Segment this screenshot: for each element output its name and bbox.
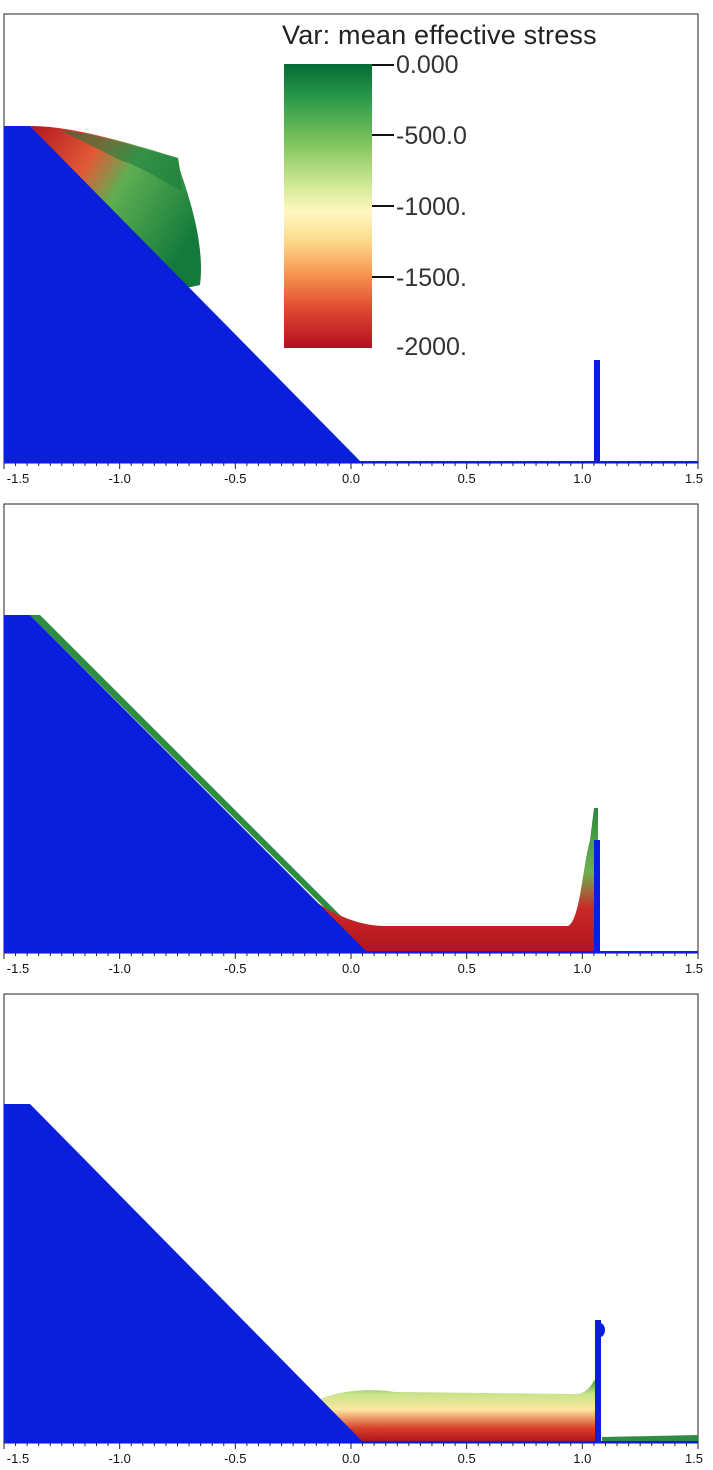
slope-body bbox=[4, 126, 698, 463]
x-tick-label: -1.5 bbox=[7, 961, 29, 976]
x-tick-label: 0.5 bbox=[458, 961, 476, 976]
colorbar-title: Var: mean effective stress bbox=[282, 20, 597, 50]
x-tick-label: -0.5 bbox=[224, 471, 246, 486]
panel-stage-1: -1.5 -1.0 -0.5 0.0 0.5 1.0 1.5 Var: mean effec… bbox=[0, 0, 713, 490]
x-tick-label: 0.5 bbox=[458, 1451, 476, 1466]
x-tick-label: 1.0 bbox=[573, 961, 591, 976]
x-tick-label: -1.5 bbox=[7, 1451, 29, 1466]
plot-area-2: -1.5 -1.0 -0.5 0.0 0.5 1.0 1.5 bbox=[3, 503, 703, 976]
x-tick-label: 1.0 bbox=[573, 471, 591, 486]
colorbar-label-0: 0.000 bbox=[396, 51, 459, 79]
x-tick-label: 0.0 bbox=[342, 471, 360, 486]
colorbar-tick-2 bbox=[372, 205, 394, 207]
colorbar-label-2: -1000. bbox=[396, 193, 467, 221]
panel-stage-2: -1.5 -1.0 -0.5 0.0 0.5 1.0 1.5 bbox=[0, 490, 713, 980]
x-tick-label: 0.0 bbox=[342, 1451, 360, 1466]
panel-stage-3: -1.5 -1.0 -0.5 0.0 0.5 1.0 1.5 bbox=[0, 980, 713, 1470]
barrier-wall bbox=[594, 840, 600, 953]
x-tick-label: 0.0 bbox=[342, 961, 360, 976]
x-tick-label: 1.5 bbox=[685, 471, 703, 486]
x-tick-label: -1.0 bbox=[108, 1451, 130, 1466]
x-tick-label: 1.5 bbox=[685, 961, 703, 976]
soil-veneer bbox=[30, 615, 360, 935]
colorbar-tick-1 bbox=[372, 134, 394, 136]
x-tick-label: 0.5 bbox=[458, 471, 476, 486]
x-axis-2: -1.5 -1.0 -0.5 0.0 0.5 1.0 1.5 bbox=[3, 953, 703, 976]
plot-area-3: -1.5 -1.0 -0.5 0.0 0.5 1.0 1.5 bbox=[3, 993, 703, 1466]
x-tick-label: -0.5 bbox=[224, 1451, 246, 1466]
soil-deposit bbox=[318, 1378, 596, 1441]
x-tick-label: -1.0 bbox=[108, 961, 130, 976]
x-tick-label: 1.5 bbox=[685, 1451, 703, 1466]
x-axis-1: -1.5 -1.0 -0.5 0.0 0.5 1.0 1.5 bbox=[3, 463, 703, 486]
colorbar-label-1: -500.0 bbox=[396, 122, 467, 150]
colorbar-label-3: -1500. bbox=[396, 264, 467, 292]
soil-mass-shade bbox=[60, 130, 182, 190]
barrier-wall bbox=[595, 1320, 601, 1443]
x-tick-label: -0.5 bbox=[224, 961, 246, 976]
x-tick-label: -1.5 bbox=[7, 471, 29, 486]
overtopping-blob bbox=[595, 1323, 605, 1337]
colorbar-label-4: -2000. bbox=[396, 333, 467, 361]
x-axis-3: -1.5 -1.0 -0.5 0.0 0.5 1.0 1.5 bbox=[3, 1443, 703, 1466]
barrier-wall bbox=[594, 360, 600, 463]
colorbar-tick-0 bbox=[372, 64, 394, 66]
x-tick-label: -1.0 bbox=[108, 471, 130, 486]
slope-body bbox=[4, 1104, 698, 1443]
colorbar-gradient bbox=[284, 64, 372, 348]
colorbar-tick-3 bbox=[372, 276, 394, 278]
slope-body bbox=[4, 615, 698, 953]
x-tick-label: 1.0 bbox=[573, 1451, 591, 1466]
downstream-spill bbox=[602, 1435, 698, 1441]
